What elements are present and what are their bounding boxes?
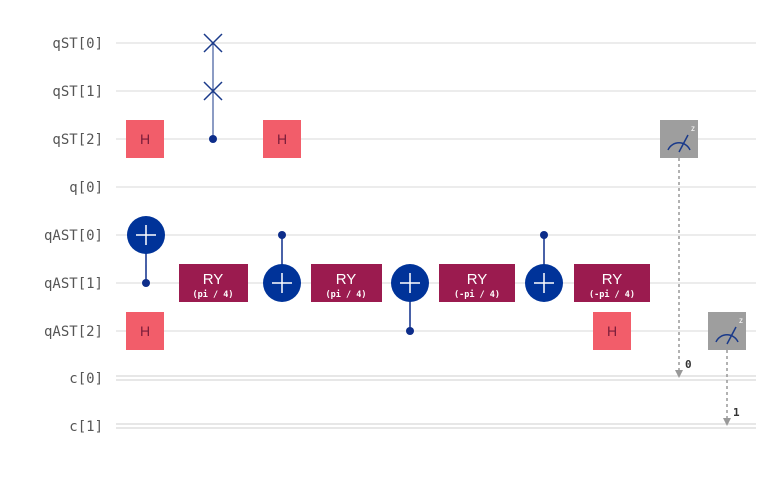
h-gate-qst2: H [126, 120, 164, 158]
ry-gate-1: RY (pi / 4) [179, 264, 248, 302]
control-dot [540, 231, 548, 239]
plus-icon [136, 225, 156, 245]
ry-gate-3: RY (-pi / 4) [439, 264, 515, 302]
classical-bit-index: 0 [685, 358, 692, 371]
arrow-down-icon [723, 418, 731, 426]
h-gate-qast2: H [126, 312, 164, 350]
label-q0: q[0] [69, 180, 103, 196]
label-qst0: qST[0] [52, 36, 103, 52]
swap-x-icon [203, 81, 223, 101]
cnot-1 [127, 216, 165, 287]
ry-gate-2: RY (pi / 4) [311, 264, 382, 302]
register-labels: qST[0] qST[1] qST[2] q[0] qAST[0] qAST[1… [44, 36, 103, 435]
ry-gate-label: RY [336, 271, 357, 288]
h-gate-label: H [277, 131, 287, 147]
h-gate-label: H [140, 131, 150, 147]
control-dot [406, 327, 414, 335]
ry-gate-label: RY [203, 271, 224, 288]
ry-gate-4: RY (-pi / 4) [574, 264, 650, 302]
classical-wires [116, 375, 756, 429]
h-gate-qst2-second: H [263, 120, 301, 158]
measure-basis: z [739, 316, 743, 325]
meter-icon [715, 334, 739, 343]
ry-gate-param: (pi / 4) [193, 289, 234, 300]
classical-bit-index: 1 [733, 406, 740, 419]
label-qst2: qST[2] [52, 132, 103, 148]
plus-icon [534, 273, 554, 293]
h-gate-box [263, 120, 301, 158]
control-dot [142, 279, 150, 287]
ry-gate-label: RY [467, 271, 488, 288]
label-qast0: qAST[0] [44, 228, 103, 244]
control-dot [278, 231, 286, 239]
h-gate-label: H [140, 323, 150, 339]
h-gate-label: H [607, 323, 617, 339]
label-qst1: qST[1] [52, 84, 103, 100]
ry-gate-label: RY [602, 271, 623, 288]
measurement-qst2: z 0 [660, 120, 698, 378]
ry-gate-box [574, 264, 650, 302]
label-c0: c[0] [69, 371, 103, 387]
ry-gate-box [311, 264, 382, 302]
label-c1: c[1] [69, 419, 103, 435]
measurement-qast2: z 1 [708, 312, 746, 426]
ry-gate-box [439, 264, 515, 302]
h-gate-qast2-final: H [593, 312, 631, 350]
ry-gate-param: (pi / 4) [326, 289, 367, 300]
cnot-3 [391, 264, 429, 335]
controlled-swap [203, 33, 223, 143]
control-dot [209, 135, 217, 143]
cnot-4 [525, 231, 563, 302]
label-qast2: qAST[2] [44, 324, 103, 340]
meter-needle [726, 326, 737, 345]
label-qast1: qAST[1] [44, 276, 103, 292]
h-gate-box [593, 312, 631, 350]
ry-gate-param: (-pi / 4) [454, 289, 500, 300]
meter-needle [678, 134, 689, 153]
measure-basis: z [691, 124, 695, 133]
h-gate-box [126, 312, 164, 350]
swap-x-icon [203, 33, 223, 53]
ry-gate-param: (-pi / 4) [589, 289, 635, 300]
plus-icon [400, 273, 420, 293]
arrow-down-icon [675, 370, 683, 378]
ry-gate-box [179, 264, 248, 302]
h-gate-box [126, 120, 164, 158]
plus-icon [272, 273, 292, 293]
meter-icon [667, 142, 691, 151]
cnot-2 [263, 231, 301, 302]
